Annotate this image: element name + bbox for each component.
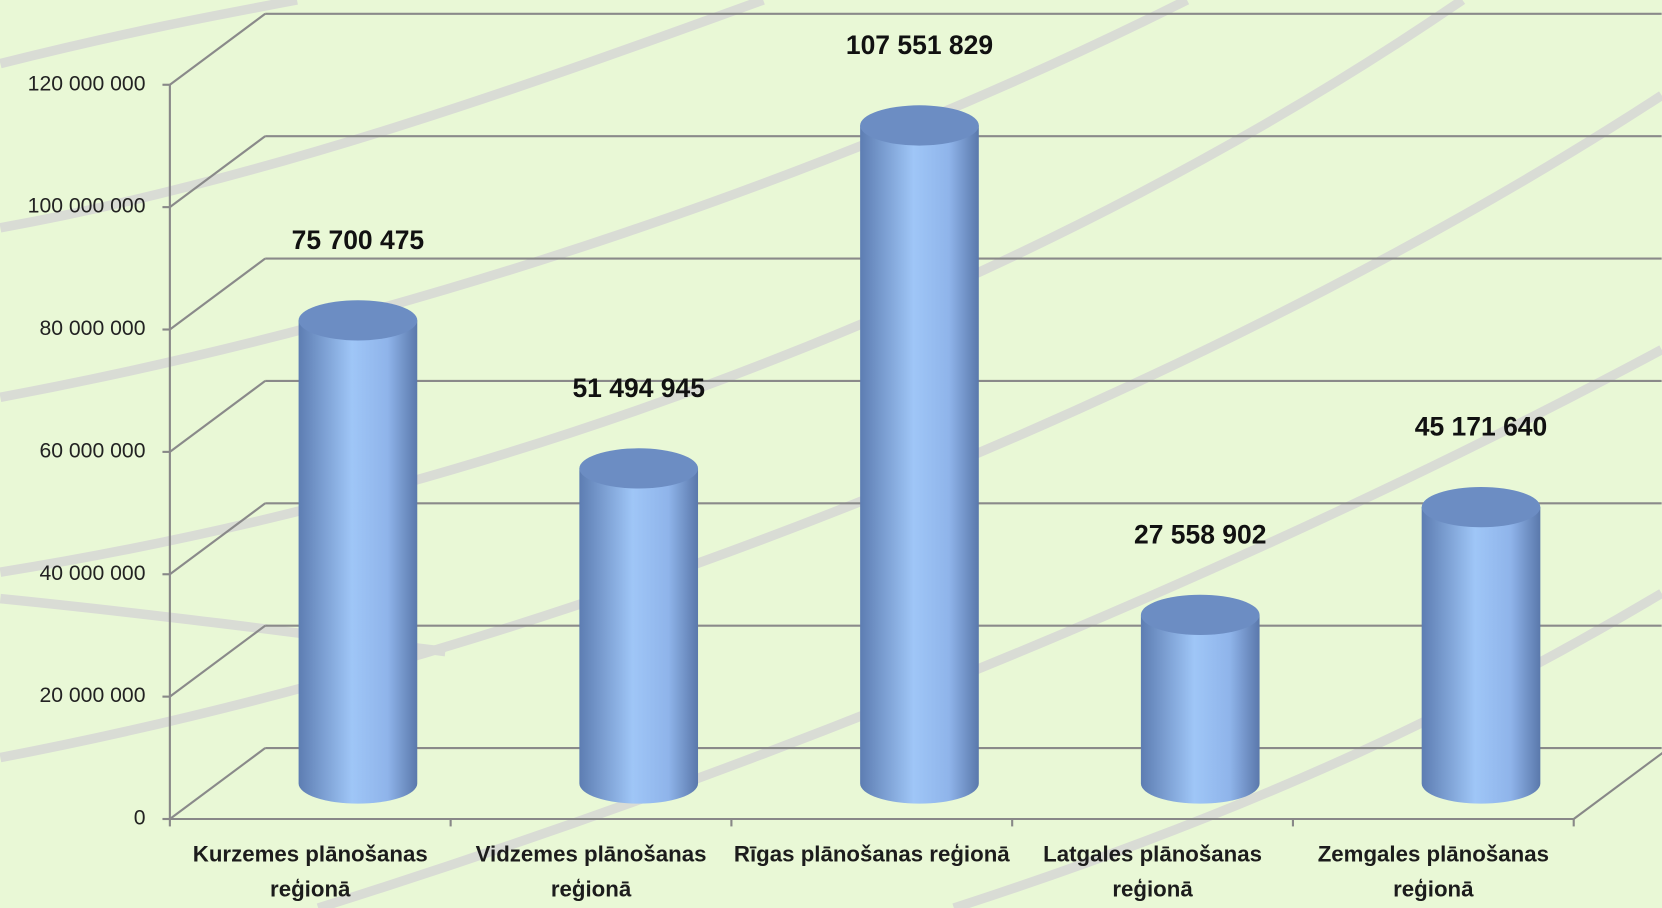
floor-right [1573, 751, 1662, 820]
value-label: 45 171 640 [1415, 412, 1547, 442]
x-tick-label: Rīgas plānošanas reģionā [733, 842, 1010, 867]
x-tick-label-box: Rīgas plānošanas reģionā [733, 842, 1010, 867]
bar-body [579, 468, 699, 804]
y-tick-label: 0 [134, 807, 146, 830]
y-tick-label: 120 000 000 [28, 72, 146, 95]
bar-top [298, 300, 418, 341]
x-tick-label: Zemgales plānošanas reģionā [1317, 842, 1549, 902]
value-label: 51 494 945 [572, 373, 704, 403]
bar [1140, 594, 1260, 804]
y-tick-label: 20 000 000 [39, 684, 145, 707]
bar-body [860, 125, 979, 804]
grid-line-side [169, 257, 266, 331]
bar [579, 448, 699, 804]
x-tick-label-box: Latgales plānošanas reģionā [1043, 842, 1262, 902]
plot-area: 0 20 000 000 40 000 000 60 000 000 80 000 00… [28, 12, 1662, 902]
grid-line-side [169, 380, 266, 453]
bar-body [1421, 507, 1541, 804]
y-tick-label: 60 000 000 [39, 439, 145, 462]
x-tick-label-box: Vidzemes plānošanas reģionā [475, 842, 707, 902]
grid-line-side [169, 12, 266, 86]
bar-top [860, 105, 979, 146]
bar-body [298, 320, 418, 804]
bar-top [1140, 594, 1260, 636]
x-tick-label: Vidzemes plānošanas reģionā [475, 842, 707, 902]
x-tick-label-box: Kurzemes plānošanas reģionā [192, 842, 428, 902]
x-tick-label: Kurzemes plānošanas reģionā [192, 842, 428, 902]
bar [860, 105, 979, 804]
bar [1421, 486, 1541, 804]
y-tick-label: 80 000 000 [39, 317, 145, 340]
x-tick-label: Latgales plānošanas reģionā [1043, 842, 1262, 902]
bar [298, 300, 418, 804]
bar-body [1140, 614, 1260, 804]
value-label: 27 558 902 [1134, 519, 1266, 549]
bar-top [1421, 486, 1541, 528]
bar-top [579, 448, 699, 489]
y-tick-label: 40 000 000 [39, 562, 145, 585]
value-label: 75 700 475 [292, 225, 424, 255]
grid-line-side [169, 502, 266, 576]
x-tick-label-box: Zemgales plānošanas reģionā [1317, 842, 1549, 902]
value-label: 107 551 829 [846, 30, 993, 60]
grid-line-side [169, 747, 266, 820]
grid-line-side [169, 135, 266, 208]
grid-line-side [169, 624, 266, 698]
y-tick-label: 100 000 000 [28, 195, 146, 218]
